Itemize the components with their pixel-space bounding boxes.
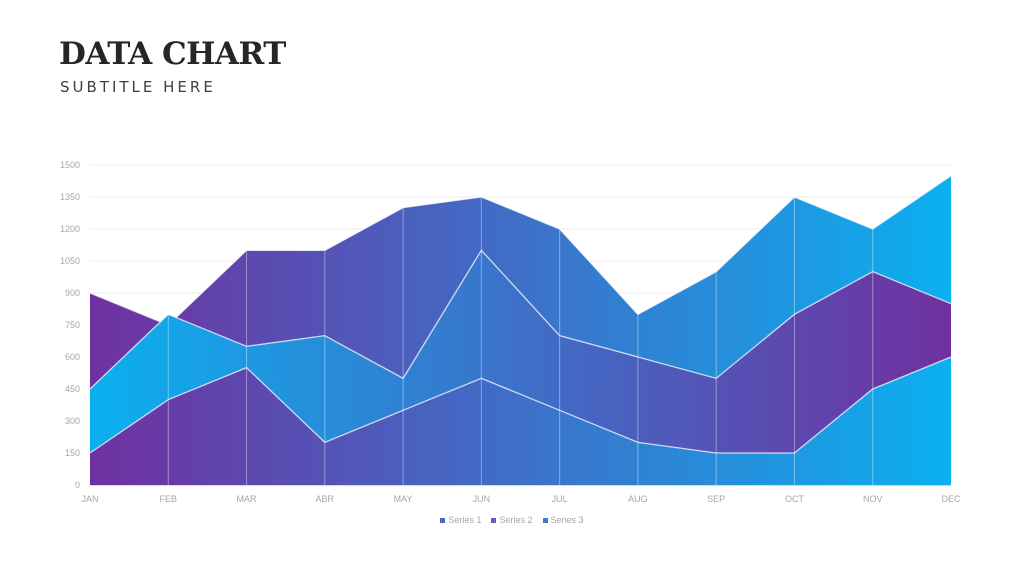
x-tick-label: AUG [628, 494, 648, 504]
x-tick-label: FEB [160, 494, 178, 504]
legend-swatch-icon [542, 517, 548, 523]
x-tick-label: NOV [863, 494, 883, 504]
series-line [89, 356, 952, 454]
y-tick-label: 1050 [60, 256, 80, 266]
y-tick-label: 0 [75, 480, 80, 490]
series-areas [89, 175, 952, 485]
legend-label: Series 2 [499, 515, 533, 525]
y-axis-labels: 0 150 300 450 600 750 900 1050 1200 1350 1500 [60, 160, 80, 490]
y-tick-label: 150 [65, 448, 80, 458]
x-tick-label: OCT [785, 494, 805, 504]
y-tick-label: 600 [65, 352, 80, 362]
y-tick-label: 300 [65, 416, 80, 426]
x-tick-label: SEP [707, 494, 725, 504]
y-tick-label: 1500 [60, 160, 80, 170]
x-tick-label: ABR [316, 494, 335, 504]
x-tick-label: MAR [237, 494, 258, 504]
chart-title: DATA CHART [59, 36, 286, 72]
x-tick-label: DEC [941, 494, 961, 504]
legend-item-series-2[interactable]: Series 2 [491, 515, 533, 525]
y-tick-label: 1200 [60, 224, 80, 234]
x-tick-label: JUN [473, 494, 491, 504]
series-line [89, 175, 952, 326]
legend-label: Series 3 [550, 515, 584, 525]
chart-subtitle: SUBTITLE HERE [60, 78, 216, 96]
y-tick-label: 750 [65, 320, 80, 330]
x-tick-label: JUL [552, 494, 568, 504]
series-line [89, 249, 952, 390]
legend-item-series-1[interactable]: Series 1 [440, 515, 481, 525]
legend-label: Series 1 [448, 515, 482, 525]
legend-swatch-icon [491, 517, 497, 523]
y-tick-label: 1350 [60, 192, 80, 202]
chart-legend: Series 1 Series 2 Series 3 [0, 515, 1024, 525]
x-axis-labels: JAN FEB MAR ABR MAY JUN JUL AUG SEP OCT NOV DEC [81, 485, 961, 504]
x-tick-label: JAN [81, 494, 98, 504]
y-tick-label: 900 [65, 288, 80, 298]
y-tick-label: 450 [65, 384, 80, 394]
category-dividers [167, 197, 874, 485]
legend-item-series-3[interactable]: Series 3 [542, 515, 584, 525]
legend-swatch-icon [440, 517, 446, 523]
x-tick-label: MAY [394, 494, 413, 504]
